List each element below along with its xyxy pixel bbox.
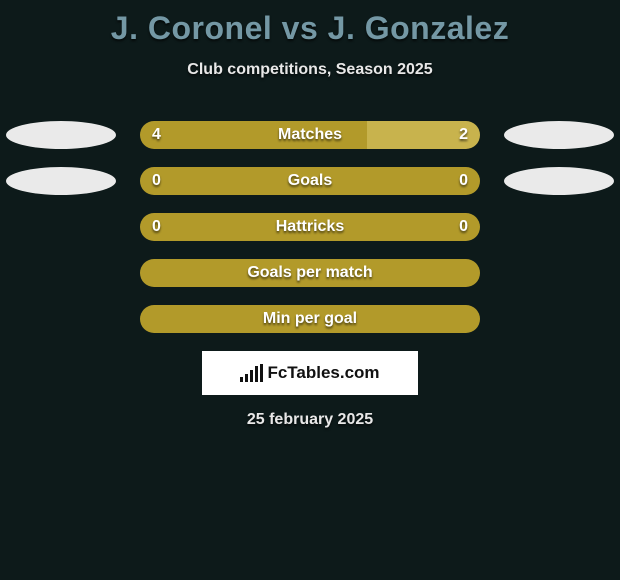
page-title: J. Coronel vs J. Gonzalez (0, 0, 620, 47)
player-avatar-left (6, 121, 116, 149)
bar-label: Matches (140, 121, 480, 149)
date-label: 25 february 2025 (0, 411, 620, 429)
stat-rows: 42Matches 00Goals 00Hattricks Goals per mat… (0, 121, 620, 333)
bar-label: Hattricks (140, 213, 480, 241)
player-avatar-right (504, 121, 614, 149)
bar-track: Goals per match (140, 259, 480, 287)
brand-badge: FcTables.com (202, 351, 418, 395)
bar-track: 42Matches (140, 121, 480, 149)
bar-track: 00Goals (140, 167, 480, 195)
stat-row: Min per goal (0, 305, 620, 333)
player-avatar-right (504, 167, 614, 195)
player-avatar-left (6, 167, 116, 195)
bars-icon (240, 364, 263, 382)
bar-track: 00Hattricks (140, 213, 480, 241)
stat-row: 00Hattricks (0, 213, 620, 241)
brand-text: FcTables.com (267, 363, 379, 383)
bar-label: Goals per match (140, 259, 480, 287)
stat-row: Goals per match (0, 259, 620, 287)
bar-label: Min per goal (140, 305, 480, 333)
bar-label: Goals (140, 167, 480, 195)
bar-track: Min per goal (140, 305, 480, 333)
stat-row: 42Matches (0, 121, 620, 149)
subtitle: Club competitions, Season 2025 (0, 61, 620, 79)
stat-row: 00Goals (0, 167, 620, 195)
